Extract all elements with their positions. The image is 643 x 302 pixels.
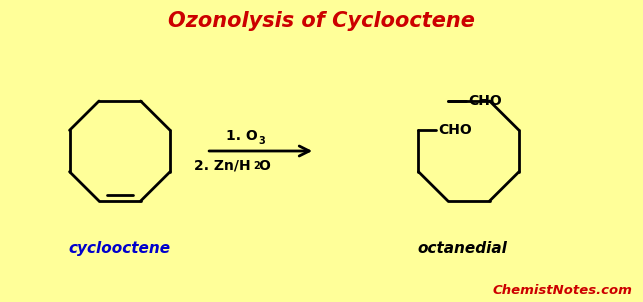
Text: ChemistNotes.com: ChemistNotes.com	[492, 284, 632, 297]
Text: cyclooctene: cyclooctene	[69, 241, 171, 256]
Text: 1. O: 1. O	[226, 129, 257, 143]
Text: 2: 2	[253, 161, 260, 171]
Text: CHO: CHO	[439, 123, 472, 137]
Text: octanedial: octanedial	[417, 241, 507, 256]
Text: Ozonolysis of Cyclooctene: Ozonolysis of Cyclooctene	[168, 11, 475, 31]
Text: 2. Zn/H: 2. Zn/H	[194, 159, 251, 173]
Text: CHO: CHO	[467, 94, 502, 108]
Text: 3: 3	[258, 136, 266, 146]
Text: O: O	[258, 159, 270, 173]
